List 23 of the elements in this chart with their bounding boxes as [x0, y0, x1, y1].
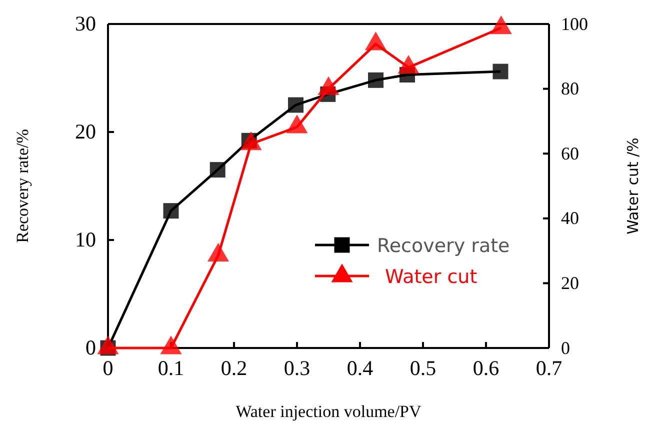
y2-tick-label: 80 — [561, 78, 579, 99]
y2-axis-title: Water cut /% — [624, 138, 642, 234]
x-tick-label: 0 — [102, 356, 114, 380]
y2-tick-label: 20 — [561, 272, 579, 293]
legend-label: Water cut — [385, 266, 478, 288]
y2-tick-label: 0 — [561, 338, 570, 358]
x-tick-label: 0.2 — [220, 356, 248, 380]
x-axis-title: Water injection volume/PV — [236, 402, 422, 421]
x-tick-label: 0.7 — [536, 356, 562, 380]
y2-tick-label: 100 — [561, 14, 588, 34]
x-tick-label: 0.5 — [410, 356, 436, 380]
x-tick-label: 0.1 — [158, 356, 184, 380]
y2-tick-label: 40 — [561, 208, 579, 228]
x-tick-label: 0.4 — [346, 356, 374, 380]
y2-tick-label: 60 — [561, 143, 579, 164]
y-tick-label: 10 — [75, 228, 96, 252]
x-tick-label: 0.6 — [472, 356, 500, 380]
legend-label: Recovery rate — [377, 235, 510, 257]
y-tick-label: 30 — [75, 12, 96, 36]
y-axis-title: Recovery rate/% — [13, 129, 32, 243]
x-tick-label: 0.3 — [284, 356, 310, 380]
y-tick-label: 0 — [86, 336, 96, 360]
y-tick-label: 20 — [75, 120, 96, 144]
